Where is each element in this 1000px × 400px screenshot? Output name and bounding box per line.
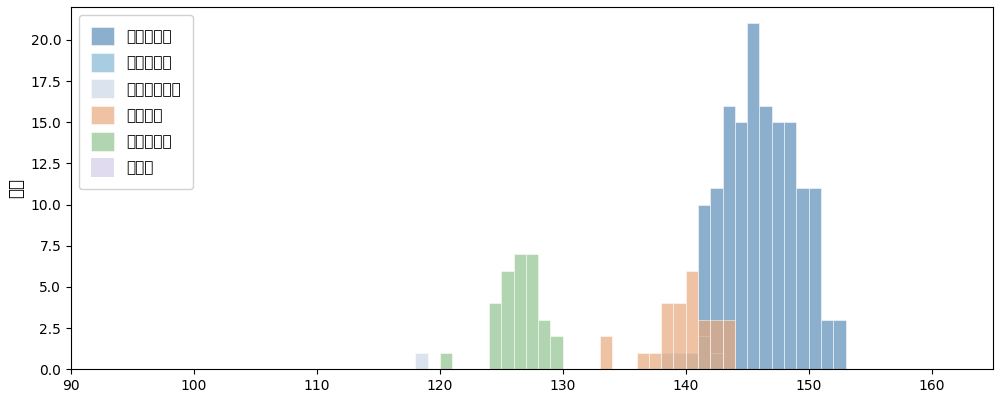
Bar: [600, 336, 612, 369]
Bar: [489, 304, 501, 369]
Bar: [673, 304, 686, 369]
Bar: [637, 353, 649, 369]
Bar: [759, 106, 772, 369]
Bar: [673, 353, 686, 369]
Bar: [661, 353, 673, 369]
Bar: [772, 122, 784, 369]
Bar: [747, 24, 759, 369]
Bar: [809, 188, 821, 369]
Bar: [723, 320, 735, 369]
Bar: [440, 353, 452, 369]
Legend: ストレート, ツーシーム, カットボール, フォーク, スライダー, カーブ: ストレート, ツーシーム, カットボール, フォーク, スライダー, カーブ: [79, 14, 193, 189]
Bar: [833, 320, 846, 369]
Bar: [661, 304, 673, 369]
Bar: [415, 353, 428, 369]
Bar: [710, 188, 723, 369]
Bar: [735, 122, 747, 369]
Bar: [821, 320, 833, 369]
Bar: [784, 122, 796, 369]
Bar: [550, 336, 563, 369]
Bar: [686, 270, 698, 369]
Bar: [723, 106, 735, 369]
Bar: [698, 205, 710, 369]
Bar: [796, 188, 809, 369]
Bar: [514, 254, 526, 369]
Bar: [501, 270, 514, 369]
Bar: [673, 353, 686, 369]
Bar: [698, 320, 710, 369]
Bar: [526, 254, 538, 369]
Bar: [686, 353, 698, 369]
Bar: [649, 353, 661, 369]
Bar: [710, 353, 723, 369]
Y-axis label: 球数: 球数: [7, 178, 25, 198]
Bar: [538, 320, 550, 369]
Bar: [698, 336, 710, 369]
Bar: [710, 320, 723, 369]
Bar: [661, 353, 673, 369]
